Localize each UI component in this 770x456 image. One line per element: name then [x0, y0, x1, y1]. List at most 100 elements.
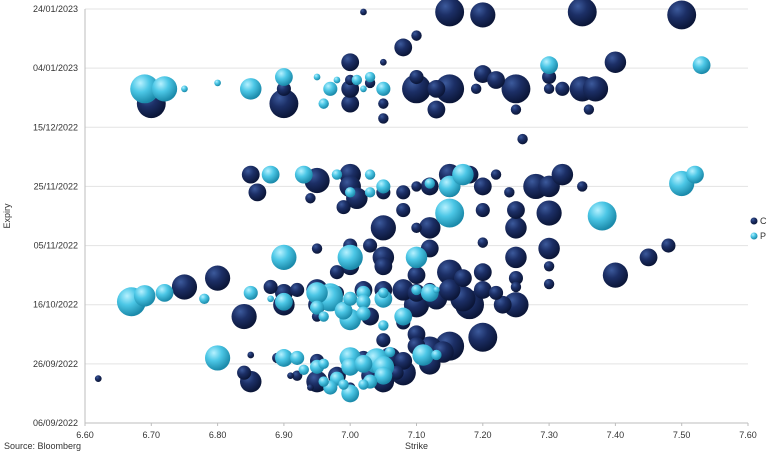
point-P [310, 300, 325, 315]
point-P [323, 81, 338, 96]
point-P [394, 307, 413, 326]
point-P [435, 198, 465, 228]
point-P [261, 165, 280, 184]
point-P [341, 357, 360, 376]
point-C [505, 246, 527, 269]
point-P [338, 379, 349, 390]
point-C [311, 243, 323, 254]
point-C [248, 183, 267, 202]
point-C [402, 74, 431, 104]
legend-label-C: C [760, 216, 767, 226]
point-P [351, 74, 363, 86]
point-C [487, 71, 505, 89]
point-P [205, 345, 231, 371]
point-C [360, 8, 367, 16]
point-P [411, 284, 422, 296]
point-C [551, 163, 574, 186]
y-tick-label: 26/09/2022 [33, 359, 78, 369]
point-C [370, 215, 396, 241]
point-P [318, 311, 329, 322]
point-C [231, 303, 257, 330]
point-C [247, 351, 255, 359]
point-C [508, 271, 523, 286]
point-C [287, 372, 294, 380]
point-P [290, 350, 305, 365]
legend-marker-C [750, 217, 758, 225]
point-P [181, 85, 188, 93]
point-C [380, 58, 387, 66]
point-P [275, 68, 293, 86]
point-P [356, 306, 371, 321]
point-P [155, 283, 174, 302]
point-P [214, 79, 221, 87]
point-C [602, 262, 629, 288]
point-P [240, 78, 262, 100]
point-C [475, 203, 490, 218]
legend: CP [750, 216, 767, 241]
point-C [237, 365, 252, 380]
point-P [384, 346, 396, 358]
point-C [555, 81, 570, 96]
point-P [378, 287, 389, 299]
point-C [470, 83, 482, 95]
y-axis-title: Expiry [2, 203, 12, 229]
point-C [543, 261, 555, 272]
y-tick-label: 04/01/2023 [33, 63, 78, 73]
point-C [639, 248, 658, 267]
point-C [493, 295, 512, 314]
point-C [473, 65, 492, 83]
point-P [306, 282, 328, 304]
point-P [424, 178, 435, 189]
point-P [318, 98, 329, 109]
point-P [433, 286, 440, 294]
point-C [583, 104, 595, 115]
point-C [171, 274, 198, 300]
point-P [334, 301, 353, 320]
point-C [307, 384, 314, 391]
point-P [405, 246, 428, 269]
x-tick-label: 7.60 [739, 430, 757, 440]
y-tick-label: 24/01/2023 [33, 4, 78, 14]
point-P [199, 293, 210, 304]
x-tick-label: 6.70 [143, 430, 161, 440]
point-C [567, 0, 597, 27]
point-C [504, 187, 515, 198]
x-tick-label: 7.40 [607, 430, 625, 440]
point-C [505, 217, 527, 239]
point-P [130, 74, 160, 104]
point-C [604, 51, 627, 73]
point-P [364, 71, 376, 83]
legend-label-P: P [760, 231, 766, 241]
point-P [412, 344, 434, 366]
point-P [333, 76, 341, 84]
point-P [133, 285, 156, 307]
point-P [452, 163, 474, 186]
point-C [538, 237, 560, 260]
point-C [394, 352, 413, 370]
y-tick-label: 25/11/2022 [34, 181, 78, 191]
point-C [477, 237, 488, 248]
point-C [582, 76, 609, 102]
point-C [305, 193, 316, 204]
point-P [343, 291, 358, 306]
point-C [510, 281, 522, 293]
point-C [427, 100, 446, 119]
point-C [205, 265, 231, 291]
y-tick-label: 05/11/2022 [34, 241, 78, 251]
point-C [490, 169, 502, 180]
point-P [692, 56, 711, 75]
point-P [378, 320, 389, 331]
point-C [489, 285, 504, 300]
point-P [151, 76, 178, 102]
point-C [419, 217, 441, 239]
point-C [543, 83, 555, 95]
point-P [275, 349, 293, 367]
point-C [394, 38, 413, 57]
point-P [345, 187, 356, 198]
point-C [411, 222, 422, 234]
point-P [360, 85, 367, 93]
point-C [263, 279, 278, 295]
x-tick-label: 6.80 [209, 430, 227, 440]
point-P [376, 179, 391, 194]
